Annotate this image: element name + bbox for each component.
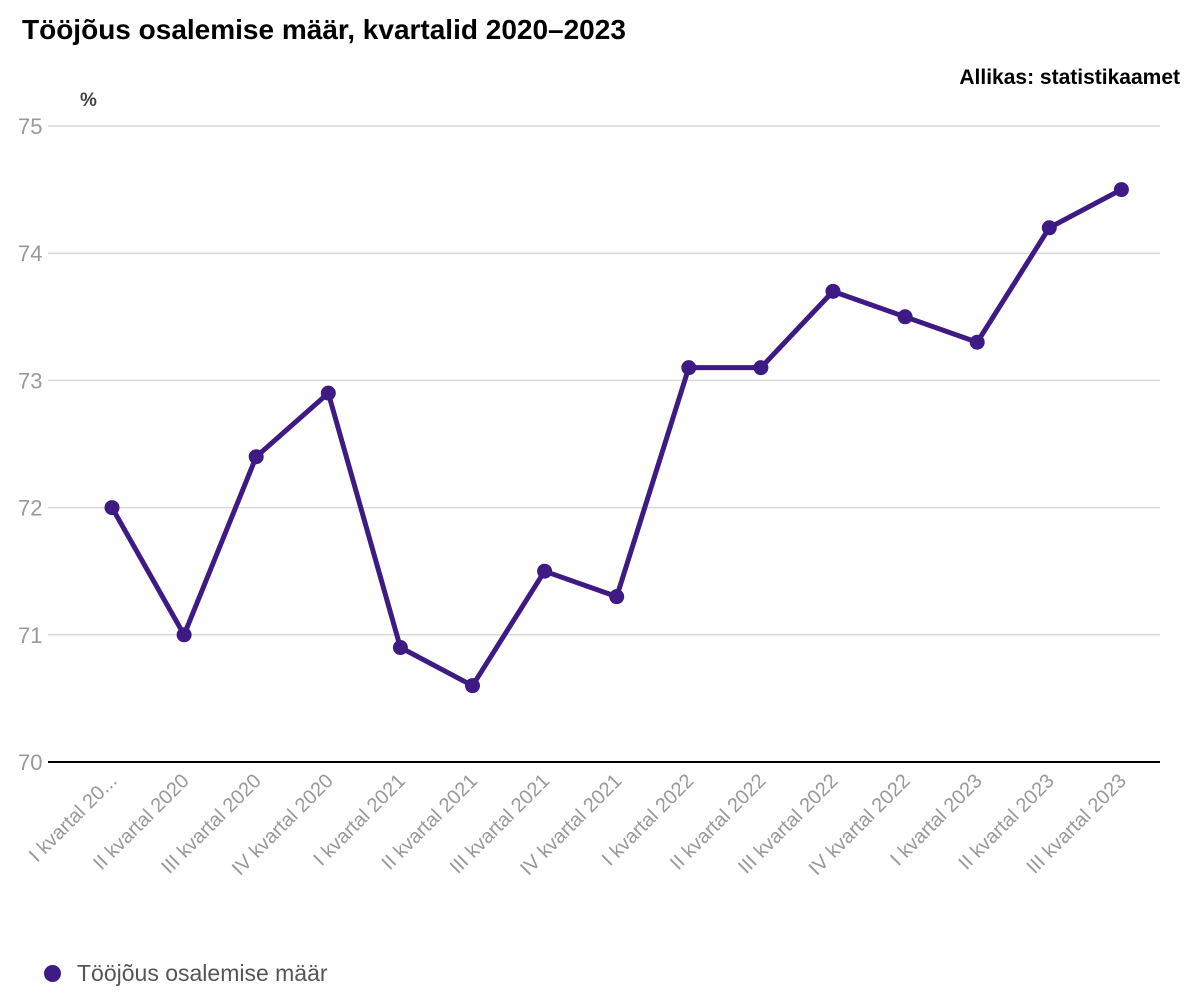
legend-label: Tööjõus osalemise määr [77,960,328,986]
legend-marker-icon [44,965,61,982]
series-line [109,187,1124,689]
y-tick-label-70: 70 [18,750,42,775]
data-point [969,334,985,350]
data-point [609,589,625,605]
data-point [753,360,769,376]
y-tick-label-74: 74 [18,241,42,266]
data-point [465,678,480,694]
y-axis-unit-label: % [80,90,97,111]
y-tick-label-75: 75 [18,114,42,139]
data-point [1041,220,1057,236]
data-point [104,500,120,516]
y-tick-label-73: 73 [18,368,42,393]
chart-title: Tööjõus osalemise määr, kvartalid 2020–2… [22,14,626,45]
data-point [1113,182,1129,198]
data-point [320,385,336,401]
series-layer [104,182,1129,694]
data-point [392,640,408,656]
data-point [537,563,553,579]
data-point [248,449,264,465]
y-tick-label-71: 71 [18,623,42,648]
y-tick-label-72: 72 [18,496,42,521]
legend[interactable]: Tööjõus osalemise määr [44,960,328,987]
data-point [176,627,192,643]
source-label: Allikas: statistikaamet [959,66,1180,89]
data-point [825,283,841,299]
data-point [681,360,697,376]
data-point [897,309,913,325]
